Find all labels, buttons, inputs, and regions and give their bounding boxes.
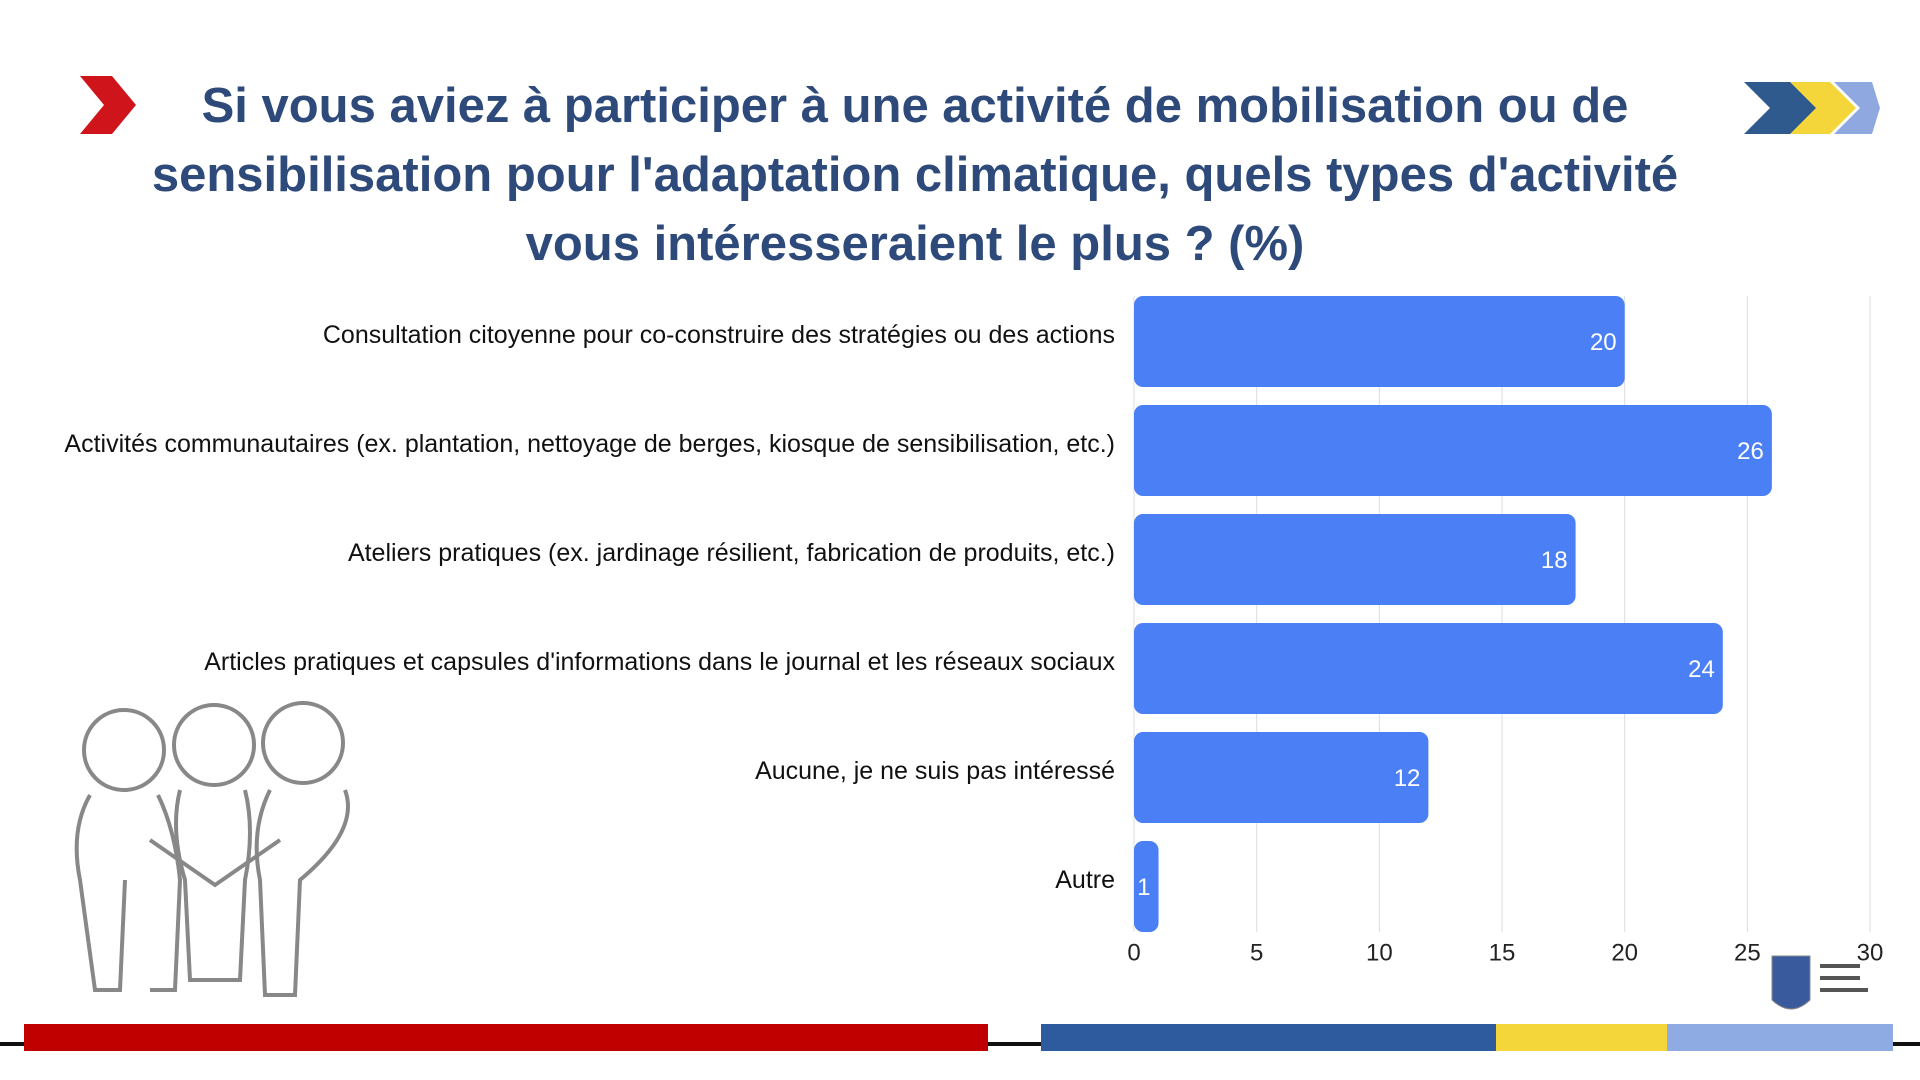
y-tick-label: Activités communautaires (ex. plantation… <box>64 430 1115 458</box>
bar <box>1134 514 1576 605</box>
bar <box>1134 296 1625 387</box>
bar <box>1134 405 1772 496</box>
chevron-yellow <box>1790 82 1856 134</box>
people-illustration <box>74 701 350 997</box>
value-label: 18 <box>1541 547 1568 574</box>
y-tick-label: Autre <box>1055 866 1115 894</box>
x-tick-label: 5 <box>1250 939 1263 966</box>
x-tick-label: 10 <box>1366 939 1393 966</box>
chevron-light <box>1834 82 1880 134</box>
value-label: 12 <box>1394 765 1421 792</box>
x-tick-label: 0 <box>1127 939 1140 966</box>
value-label: 20 <box>1590 329 1617 356</box>
bar <box>1134 841 1159 932</box>
red-chevron <box>80 76 136 134</box>
chevron-blue <box>1744 82 1818 134</box>
chart-title: Si vous aviez à participer à une activit… <box>151 79 1679 271</box>
stripe-yellow <box>1496 1024 1667 1051</box>
x-tick-label: 15 <box>1489 939 1516 966</box>
bar <box>1134 732 1429 823</box>
x-tick-label: 25 <box>1734 939 1761 966</box>
y-tick-label: Ateliers pratiques (ex. jardinage résili… <box>348 539 1115 567</box>
value-label: 1 <box>1137 874 1150 901</box>
y-tick-label: Consultation citoyenne pour co-construir… <box>323 321 1115 349</box>
y-tick-label: Articles pratiques et capsules d'informa… <box>204 648 1115 676</box>
stripe-red <box>24 1024 988 1051</box>
value-label: 26 <box>1737 438 1764 465</box>
bar <box>1134 623 1723 714</box>
x-tick-label: 30 <box>1857 939 1884 966</box>
stripe-light <box>1667 1024 1893 1051</box>
x-tick-label: 20 <box>1611 939 1638 966</box>
y-tick-label: Aucune, je ne suis pas intéressé <box>755 757 1115 785</box>
logo <box>1771 955 1868 1010</box>
value-label: 24 <box>1688 656 1715 683</box>
stripe-blue <box>1041 1024 1496 1051</box>
